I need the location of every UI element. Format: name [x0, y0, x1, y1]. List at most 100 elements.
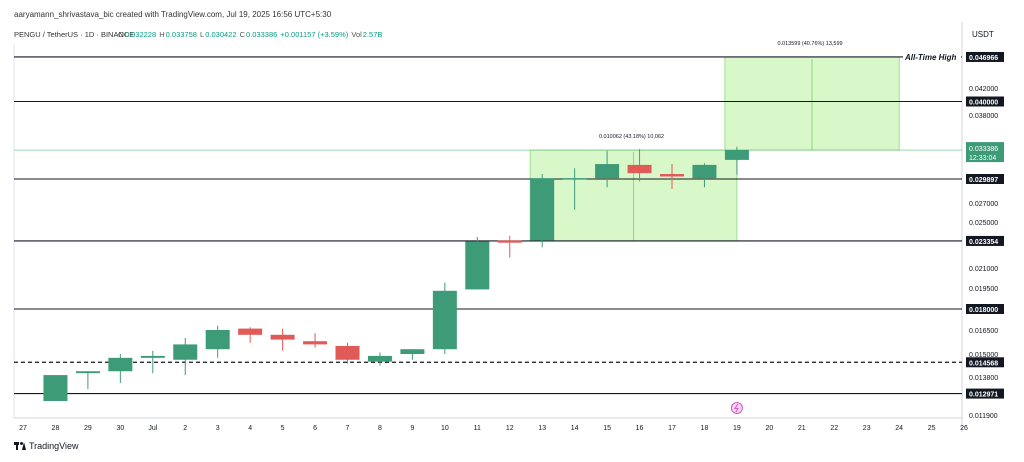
candle-body[interactable] [432, 290, 457, 350]
volume-label: Vol [351, 30, 362, 39]
tradingview-logo-icon [14, 442, 26, 450]
candle-body[interactable] [562, 178, 587, 180]
candle-body[interactable] [692, 164, 717, 179]
y-tick-label: 0.013800 [969, 375, 998, 382]
level-price-label: 0.012971 [969, 392, 998, 399]
ohlc-low-label: L [200, 30, 205, 39]
candle-body[interactable] [497, 240, 522, 243]
level-price-label: 0.029897 [969, 177, 998, 184]
candle-body[interactable] [627, 164, 652, 174]
x-tick-label: 22 [830, 425, 838, 432]
x-tick-label: 2 [183, 425, 187, 432]
level-price-label: 0.023354 [969, 239, 998, 246]
ath-annotation: All-Time High [904, 53, 957, 62]
ohlc-high-value: 0.033758 [165, 30, 197, 39]
x-tick-label: 4 [248, 425, 252, 432]
candle-body[interactable] [75, 371, 100, 374]
level-price-tag [966, 173, 1004, 184]
ohlc-low-value: 0.030422 [205, 30, 237, 39]
price-scale-currency[interactable]: USDT [972, 30, 994, 39]
candle-body[interactable] [303, 341, 328, 345]
x-tick-label: 28 [52, 425, 60, 432]
x-tick-label: 7 [346, 425, 350, 432]
level-price-tag [966, 235, 1004, 246]
ohlc-readout: O0.032228 H0.033758 L0.030422 C0.033386 … [118, 30, 383, 39]
x-tick-label: 11 [474, 425, 481, 432]
symbol-title[interactable]: PENGU / TetherUS · 1D · BINANCE [14, 30, 135, 39]
candle-body[interactable] [660, 174, 684, 177]
x-tick-label: 6 [313, 425, 317, 432]
x-tick-label: 5 [281, 425, 285, 432]
chart-attribution: aaryamann_shrivastava_bic created with T… [14, 10, 332, 19]
ohlc-open-value: 0.032228 [124, 30, 157, 39]
x-tick-label: 9 [410, 425, 414, 432]
x-tick-label: 26 [960, 425, 968, 432]
tradingview-logo-text: TradingView [29, 441, 79, 451]
ath-label-bg [903, 50, 961, 62]
x-tick-label: 21 [798, 425, 806, 432]
y-tick-label: 0.015000 [969, 352, 998, 359]
x-tick-label: 18 [701, 425, 709, 432]
x-tick-label: 29 [84, 425, 92, 432]
candle-body[interactable] [173, 344, 198, 360]
level-price-label: 0.014568 [969, 360, 998, 367]
x-tick-label: 23 [863, 425, 871, 432]
candle-body[interactable] [108, 357, 133, 372]
x-tick-label: 25 [928, 425, 936, 432]
candle-body[interactable] [595, 164, 620, 179]
zone-measure-label: 0.013599 (40.76%) 13,599 [777, 41, 842, 47]
x-tick-label: 27 [19, 425, 27, 432]
current-price-label: 0.033386 [969, 146, 998, 153]
x-tick-label: 3 [216, 425, 220, 432]
x-tick-label: 24 [895, 425, 903, 432]
level-price-tag [966, 51, 1004, 62]
candle-body[interactable] [238, 328, 263, 335]
ohlc-open-label: O [118, 30, 124, 39]
y-tick-label: 0.019500 [969, 286, 998, 293]
candle-body[interactable] [140, 355, 165, 358]
x-tick-label: 17 [668, 425, 676, 432]
x-tick-label: 13 [538, 425, 546, 432]
x-tick-label: 15 [603, 425, 611, 432]
y-tick-label: 0.042000 [969, 86, 998, 93]
lightning-icon [733, 403, 739, 413]
y-tick-label: 0.021000 [969, 266, 998, 273]
level-price-label: 0.040000 [969, 100, 998, 107]
level-price-tag [966, 388, 1004, 399]
x-tick-label: 14 [571, 425, 579, 432]
candle-body[interactable] [530, 178, 555, 241]
ohlc-close-value: 0.033386 [246, 30, 278, 39]
x-tick-label: 19 [733, 425, 741, 432]
level-price-label: 0.046966 [969, 55, 998, 62]
y-tick-label: 0.016500 [969, 328, 998, 335]
volume-value: 2.57B [362, 30, 383, 39]
tradingview-logo[interactable]: TradingView [14, 441, 79, 451]
y-tick-label: 0.025000 [969, 220, 998, 227]
candle-body[interactable] [205, 330, 230, 350]
level-price-label: 0.018000 [969, 307, 998, 314]
candle-body[interactable] [465, 241, 490, 290]
countdown-label: 12:33:04 [969, 155, 996, 162]
ohlc-change: +0.001157 (+3.59%) [280, 30, 349, 39]
candle-body[interactable] [335, 346, 360, 360]
x-tick-label: 30 [116, 425, 124, 432]
candle-body[interactable] [724, 149, 749, 160]
zone-measure-label: 0.010062 (43.18%) 10,062 [599, 134, 664, 140]
x-tick-label: Jul [148, 425, 157, 432]
candle-body[interactable] [400, 349, 425, 354]
y-tick-label: 0.027000 [969, 201, 998, 208]
ohlc-high-label: H [159, 30, 165, 39]
x-tick-label: 16 [636, 425, 644, 432]
x-tick-label: 12 [506, 425, 514, 432]
x-tick-label: 8 [378, 425, 382, 432]
x-tick-label: 20 [765, 425, 773, 432]
y-tick-label: 0.038000 [969, 113, 998, 120]
level-price-tag [966, 357, 1004, 368]
level-price-tag [966, 96, 1004, 107]
candle-body[interactable] [367, 355, 392, 362]
current-price-tag [966, 142, 1004, 163]
y-tick-label: 0.011900 [969, 413, 998, 420]
candle-body[interactable] [270, 334, 295, 340]
candle-body[interactable] [43, 375, 68, 401]
